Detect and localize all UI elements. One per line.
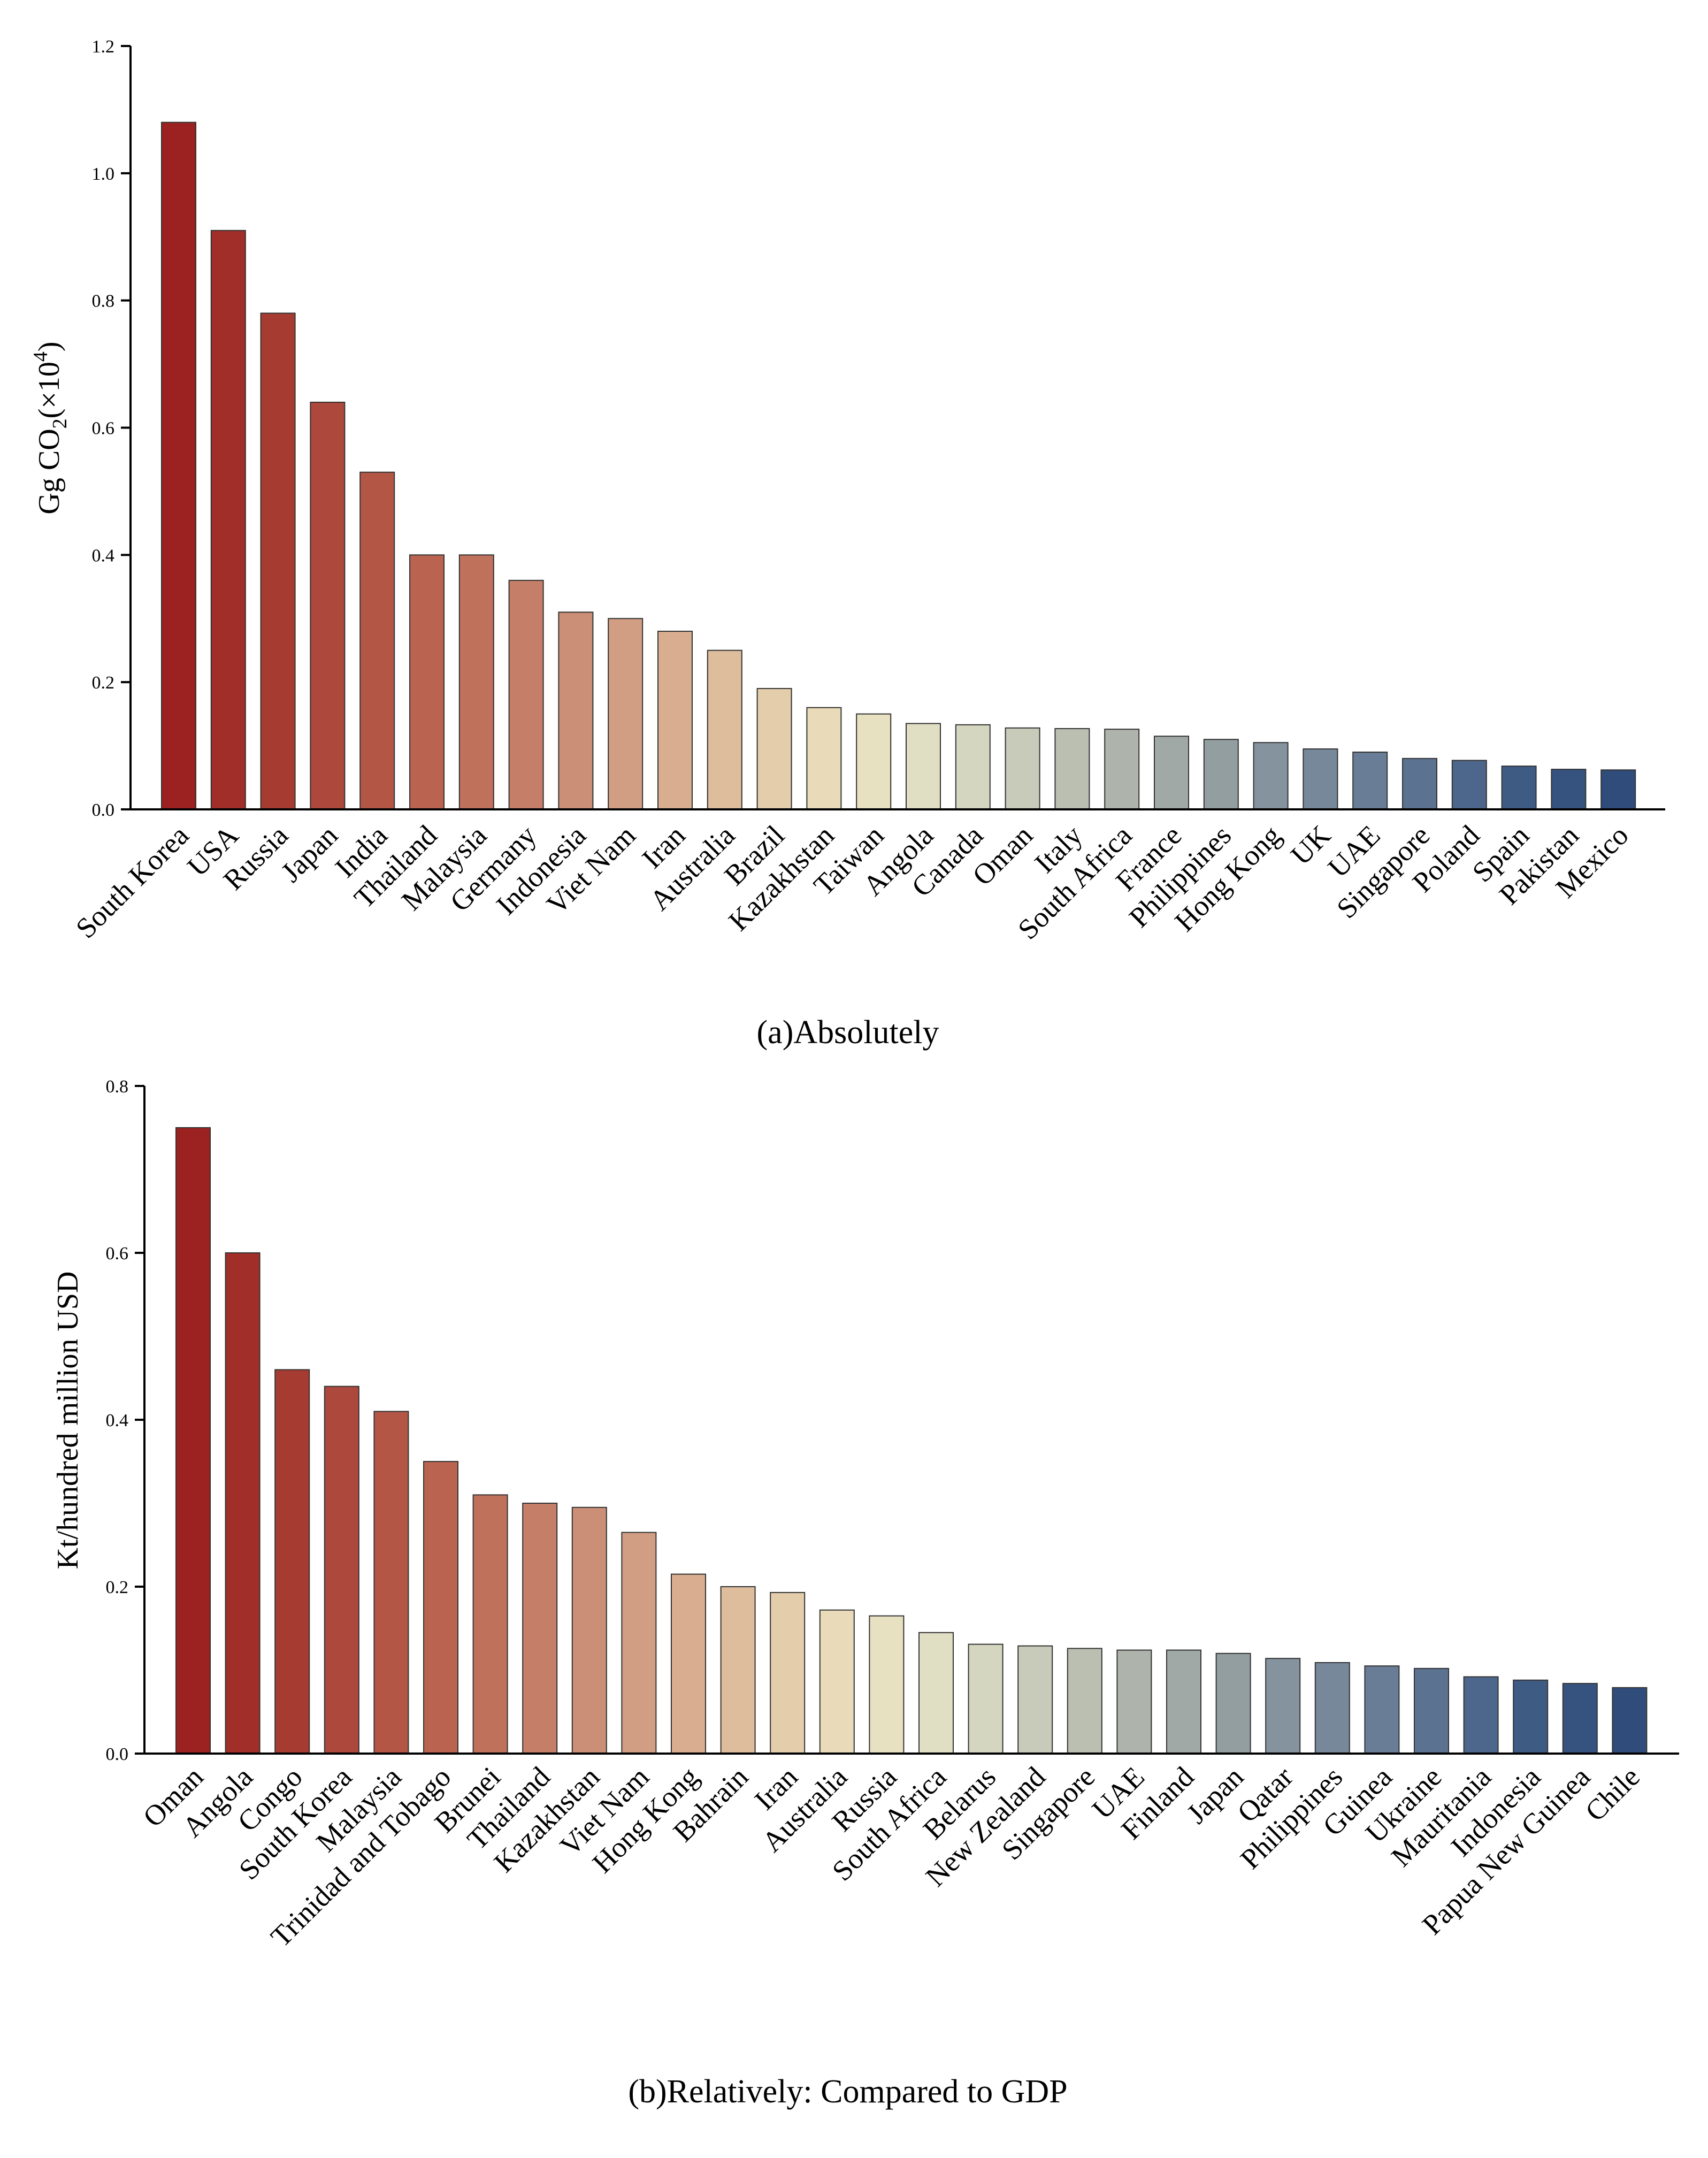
y-axis-label: Kt/hundred million USD: [51, 1272, 85, 1570]
bar-angola: [906, 723, 941, 810]
bar-viet-nam: [621, 1532, 657, 1755]
bar-hong-kong: [1253, 742, 1289, 810]
bar-qatar: [1265, 1658, 1301, 1754]
bar-malaysia: [458, 554, 494, 810]
bar-india: [359, 471, 395, 810]
bar-japan: [1215, 1652, 1251, 1755]
bar-south-africa: [1104, 729, 1140, 810]
y-axis-label: Gg CO2(×104): [29, 341, 71, 514]
bar-bahrain: [720, 1586, 756, 1754]
bar-mexico: [1600, 769, 1636, 810]
bar-kazakhstan: [571, 1506, 607, 1755]
y-tick-label: 0.0: [106, 1744, 129, 1764]
bar-thailand: [409, 554, 445, 810]
bar-angola: [225, 1252, 261, 1754]
bar-uae: [1116, 1649, 1152, 1755]
y-tick-label: 0.0: [92, 800, 115, 820]
bar-belarus: [968, 1643, 1004, 1754]
bar-new-zealand: [1017, 1645, 1053, 1755]
bars: [175, 1127, 1648, 1755]
y-tick-label: 1.2: [92, 37, 115, 57]
y-tick-label: 0.8: [92, 292, 115, 311]
bar-south-korea: [161, 121, 196, 810]
bar-taiwan: [856, 713, 892, 810]
y-tick-label: 1.0: [92, 164, 115, 184]
bar-pakistan: [1551, 769, 1587, 810]
bar-oman: [1005, 727, 1040, 810]
bar-chile: [1612, 1687, 1648, 1755]
bar-oman: [175, 1127, 211, 1754]
y-tick-label: 0.6: [92, 419, 115, 439]
x-tick-labels: South KoreaUSARussiaJapanIndiaThailandMa…: [70, 819, 1635, 946]
x-tick-label: Japan: [275, 819, 344, 888]
y-tick-label: 0.2: [92, 673, 115, 693]
y-axis-ticks: 0.0 0.2 0.4 0.6 0.8: [106, 1077, 144, 1764]
y-tick-label: 0.4: [106, 1411, 129, 1430]
bars: [161, 121, 1636, 810]
bar-viet-nam: [608, 618, 644, 810]
bar-malaysia: [373, 1411, 409, 1754]
bar-indonesia: [558, 611, 594, 810]
bar-spain: [1501, 766, 1537, 810]
bar-congo: [274, 1369, 310, 1754]
bar-guinea: [1364, 1665, 1400, 1754]
chart-caption: (b)Relatively: Compared to GDP: [628, 2073, 1067, 2110]
bar-germany: [508, 579, 544, 810]
y-tick-label: 0.8: [106, 1077, 129, 1097]
bar-trinidad-and-tobago: [423, 1461, 458, 1754]
bar-italy: [1054, 728, 1090, 810]
bar-uae: [1352, 751, 1388, 810]
bar-uk: [1303, 748, 1338, 810]
y-axis-ticks: 0.0 0.2 0.4 0.6 0.8 1.0 1.2: [92, 37, 131, 820]
bar-south-korea: [324, 1386, 359, 1755]
bar-singapore: [1402, 757, 1437, 810]
bar-canada: [955, 724, 991, 810]
x-tick-label: Japan: [1181, 1761, 1250, 1830]
y-tick-label: 0.2: [106, 1578, 129, 1597]
bar-kazakhstan: [806, 707, 842, 810]
bar-philippines: [1203, 739, 1239, 810]
bar-brunei: [472, 1494, 508, 1754]
bar-usa: [210, 229, 246, 810]
chart-caption: (a)Absolutely: [757, 1014, 939, 1051]
bar-thailand: [522, 1503, 558, 1754]
bar-france: [1154, 736, 1189, 810]
bar-ukraine: [1414, 1667, 1449, 1754]
bar-singapore: [1067, 1648, 1102, 1754]
bar-papua-new-guinea: [1562, 1682, 1598, 1754]
bar-indonesia: [1513, 1679, 1549, 1754]
bar-japan: [310, 401, 346, 810]
bar-iran: [657, 631, 693, 810]
x-tick-label: South Korea: [70, 819, 195, 944]
bar-brazil: [756, 688, 792, 810]
bar-hong-kong: [671, 1573, 706, 1755]
bar-australia: [707, 649, 742, 810]
x-tick-label: Chile: [1579, 1761, 1646, 1827]
bar-south-africa: [918, 1632, 954, 1755]
bar-iran: [770, 1591, 806, 1754]
bar-philippines: [1314, 1662, 1350, 1754]
chart-absolute: 0.0 0.2 0.4 0.6 0.8 1.0 1.2 South KoreaUSARuss…: [29, 37, 1665, 1051]
bar-australia: [819, 1609, 855, 1754]
y-tick-label: 0.4: [92, 546, 115, 565]
bar-poland: [1451, 760, 1487, 810]
bar-mauritania: [1463, 1676, 1499, 1754]
bar-russia: [869, 1615, 905, 1755]
bar-russia: [260, 312, 296, 810]
bar-finland: [1166, 1649, 1201, 1755]
y-tick-label: 0.6: [106, 1244, 129, 1264]
